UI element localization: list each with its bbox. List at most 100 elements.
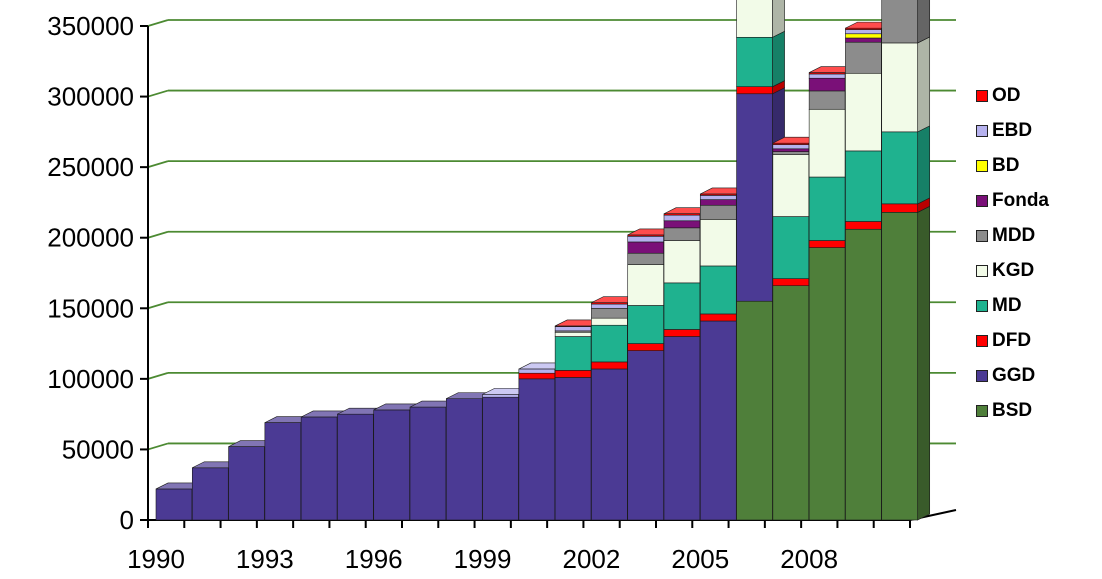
bar-segment-ggd <box>228 446 265 521</box>
bar-side-bsd <box>917 205 931 521</box>
bar-segment-ggd <box>337 413 374 521</box>
x-tick-label: 2008 <box>780 544 838 574</box>
bar-segment-bsd <box>808 247 846 521</box>
bar-segment-dfd <box>772 278 810 287</box>
bar-segment-ebd <box>518 368 556 374</box>
y-tick-label: 50000 <box>62 434 134 464</box>
bar-segment-ggd <box>554 377 592 521</box>
bar-segment-kgd <box>699 219 737 267</box>
bar-segment-md <box>699 265 737 315</box>
x-tick-label: 1993 <box>236 544 294 574</box>
gridline-side <box>147 371 169 380</box>
legend-swatch <box>976 159 988 172</box>
legend-label: DFD <box>992 329 1032 351</box>
bar-segment-fonda <box>663 220 701 229</box>
bar-segment-mdd <box>881 0 919 44</box>
bar-segment-kgd <box>591 317 628 326</box>
legend-swatch <box>976 299 988 312</box>
legend-swatch <box>976 334 988 347</box>
legend-item-fonda: Fonda <box>976 183 1096 218</box>
bar-segment-ggd <box>518 378 556 521</box>
y-tick-label: 200000 <box>47 223 134 253</box>
bar-segment-dfd <box>736 86 773 95</box>
legend-swatch <box>976 264 988 277</box>
y-tick-label: 0 <box>120 505 134 535</box>
x-tick-label: 1999 <box>454 544 512 574</box>
bar-segment-mdd <box>845 41 882 74</box>
bar-segment-ggd <box>699 320 737 521</box>
legend-label: Fonda <box>992 189 1049 211</box>
bar-segment-dfd <box>591 361 628 370</box>
bar-segment-mdd <box>808 90 846 110</box>
bar-segment-md <box>554 336 592 371</box>
legend-item-bd: BD <box>976 148 1096 183</box>
bar-segment-bd <box>845 33 882 39</box>
bar-side-md <box>772 30 785 88</box>
bar-segment-md <box>808 176 846 241</box>
bar-segment-dfd <box>808 240 846 248</box>
x-tick-label: 1990 <box>127 544 185 574</box>
bar-side-kgd <box>917 36 931 133</box>
bar-segment-dfd <box>627 343 665 351</box>
legend-label: MDD <box>992 224 1036 246</box>
gridline-side <box>147 89 169 98</box>
bar-segment-kgd <box>772 154 810 217</box>
bar-segment-dfd <box>699 313 737 322</box>
legend-item-od: OD <box>976 78 1096 113</box>
bar-segment-kgd <box>663 240 701 284</box>
x-tick-label: 2005 <box>671 544 729 574</box>
bar-segment-ggd <box>736 93 773 302</box>
legend-swatch <box>976 194 988 207</box>
bar-segment-ebd <box>627 236 665 243</box>
gridline-side <box>147 160 169 169</box>
legend-swatch <box>976 124 988 137</box>
bar-segment-mdd <box>663 227 701 241</box>
bar-segment-dfd <box>554 370 592 378</box>
gridline-side <box>147 230 169 239</box>
legend-swatch <box>976 229 988 242</box>
legend-item-kgd: KGD <box>976 253 1096 288</box>
bar-segment-bsd <box>845 228 882 521</box>
bar-segment-md <box>663 282 701 330</box>
bar-segment-md <box>881 131 919 205</box>
gridline-side <box>147 442 169 451</box>
bar-segment-md <box>772 216 810 279</box>
bar-segment-md <box>845 150 882 222</box>
y-tick-label: 250000 <box>47 152 134 182</box>
bar-segment-ggd <box>264 422 302 521</box>
legend-item-md: MD <box>976 288 1096 323</box>
bar-segment-fonda <box>627 241 665 254</box>
legend-label: MD <box>992 294 1022 316</box>
bar-segment-ebd <box>699 195 737 200</box>
bar-segment-md <box>736 36 773 87</box>
legend-item-dfd: DFD <box>976 323 1096 358</box>
legend-item-bsd: BSD <box>976 393 1096 428</box>
bar-segment-dfd <box>518 372 556 380</box>
bar-segment-ebd <box>772 144 810 150</box>
bar-segment-fonda <box>699 199 737 206</box>
bar-segment-ggd <box>663 336 701 521</box>
legend-item-mdd: MDD <box>976 218 1096 253</box>
bar-segment-kgd <box>736 0 773 38</box>
legend-item-ebd: EBD <box>976 113 1096 148</box>
bar-segment-ggd <box>191 467 229 521</box>
legend-label: BSD <box>992 399 1033 421</box>
bar-segment-ggd <box>409 406 447 521</box>
bar-segment-fonda <box>772 148 810 152</box>
bar-segment-bsd <box>772 285 810 521</box>
bar-segment-ebd <box>482 394 519 398</box>
bar-segment-md <box>591 324 628 363</box>
bar-segment-ggd <box>445 398 483 521</box>
bar-side-kgd <box>772 0 785 38</box>
gridline-side <box>147 19 169 27</box>
bar-segment-mdd <box>699 204 737 220</box>
bar-segment-ggd <box>300 416 338 521</box>
bar-segment-kgd <box>881 42 919 133</box>
bar-segment-kgd <box>808 108 846 178</box>
legend-label: GGD <box>992 364 1036 386</box>
bar-segment-ggd <box>482 396 519 521</box>
bar-segment-kgd <box>627 264 665 306</box>
gridline-side <box>147 301 169 310</box>
legend-label: BD <box>992 154 1020 176</box>
bar-segment-dfd <box>663 329 701 337</box>
